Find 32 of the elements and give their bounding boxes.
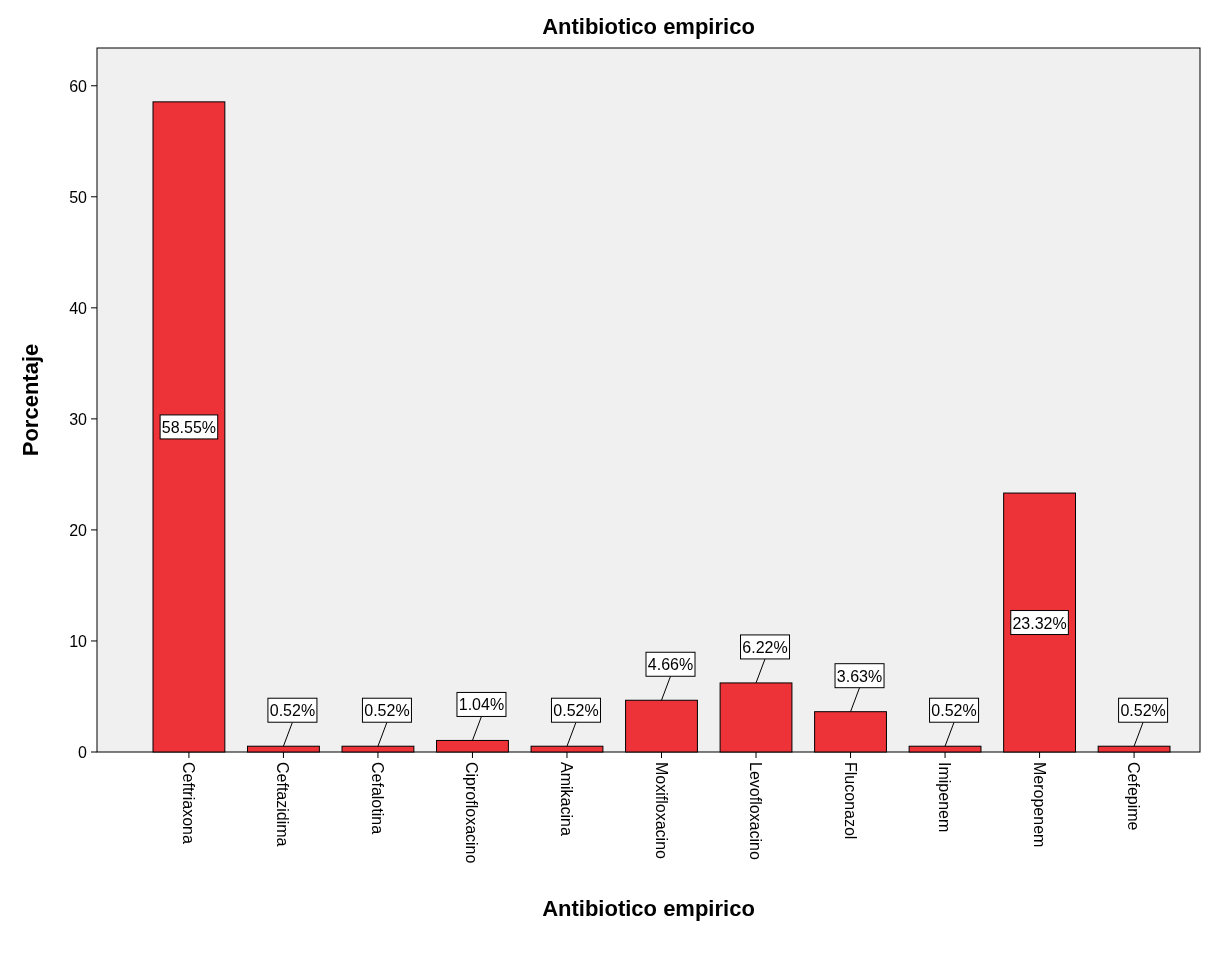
y-tick-label: 20 bbox=[69, 521, 88, 539]
y-tick-label: 50 bbox=[69, 188, 88, 206]
x-tick-label: Amikacina bbox=[557, 762, 575, 836]
data-label: 58.55% bbox=[161, 418, 217, 436]
data-label: 0.52% bbox=[269, 702, 316, 720]
data-label: 0.52% bbox=[931, 702, 977, 720]
data-label: 6.22% bbox=[742, 638, 788, 656]
y-tick-label: 30 bbox=[69, 410, 88, 428]
y-tick-label: 0 bbox=[78, 744, 88, 761]
chart-title: Antibiotico empirico bbox=[542, 14, 755, 39]
data-label: 4.66% bbox=[647, 656, 694, 674]
data-label: 0.52% bbox=[1120, 702, 1166, 720]
data-label: 23.32% bbox=[1012, 614, 1067, 632]
y-tick-label: 40 bbox=[69, 299, 88, 317]
x-tick-label: Ceftriaxona bbox=[179, 762, 197, 844]
x-tick-label: Cefalotina bbox=[368, 762, 386, 835]
y-axis-title: Porcentaje bbox=[18, 343, 43, 457]
data-label: 3.63% bbox=[836, 667, 883, 685]
x-tick-label: Ceftazidima bbox=[274, 762, 292, 847]
x-tick-label: Levofloxacino bbox=[747, 762, 765, 860]
data-label: 0.52% bbox=[553, 702, 599, 720]
x-tick-label: Cefepime bbox=[1125, 762, 1143, 831]
x-tick-label: Fluconazol bbox=[841, 762, 859, 840]
y-tick-label: 60 bbox=[69, 77, 88, 95]
data-label: 0.52% bbox=[364, 702, 410, 720]
data-label: 1.04% bbox=[458, 696, 505, 714]
x-tick-label: Meropenem bbox=[1030, 762, 1048, 848]
y-tick-label: 10 bbox=[69, 632, 88, 650]
x-tick-label: Ciprofloxacino bbox=[463, 762, 481, 864]
x-tick-label: Moxifloxacino bbox=[652, 762, 670, 860]
x-tick-label: Imipenem bbox=[936, 762, 954, 833]
x-axis-title: Antibiotico empirico bbox=[542, 896, 755, 921]
